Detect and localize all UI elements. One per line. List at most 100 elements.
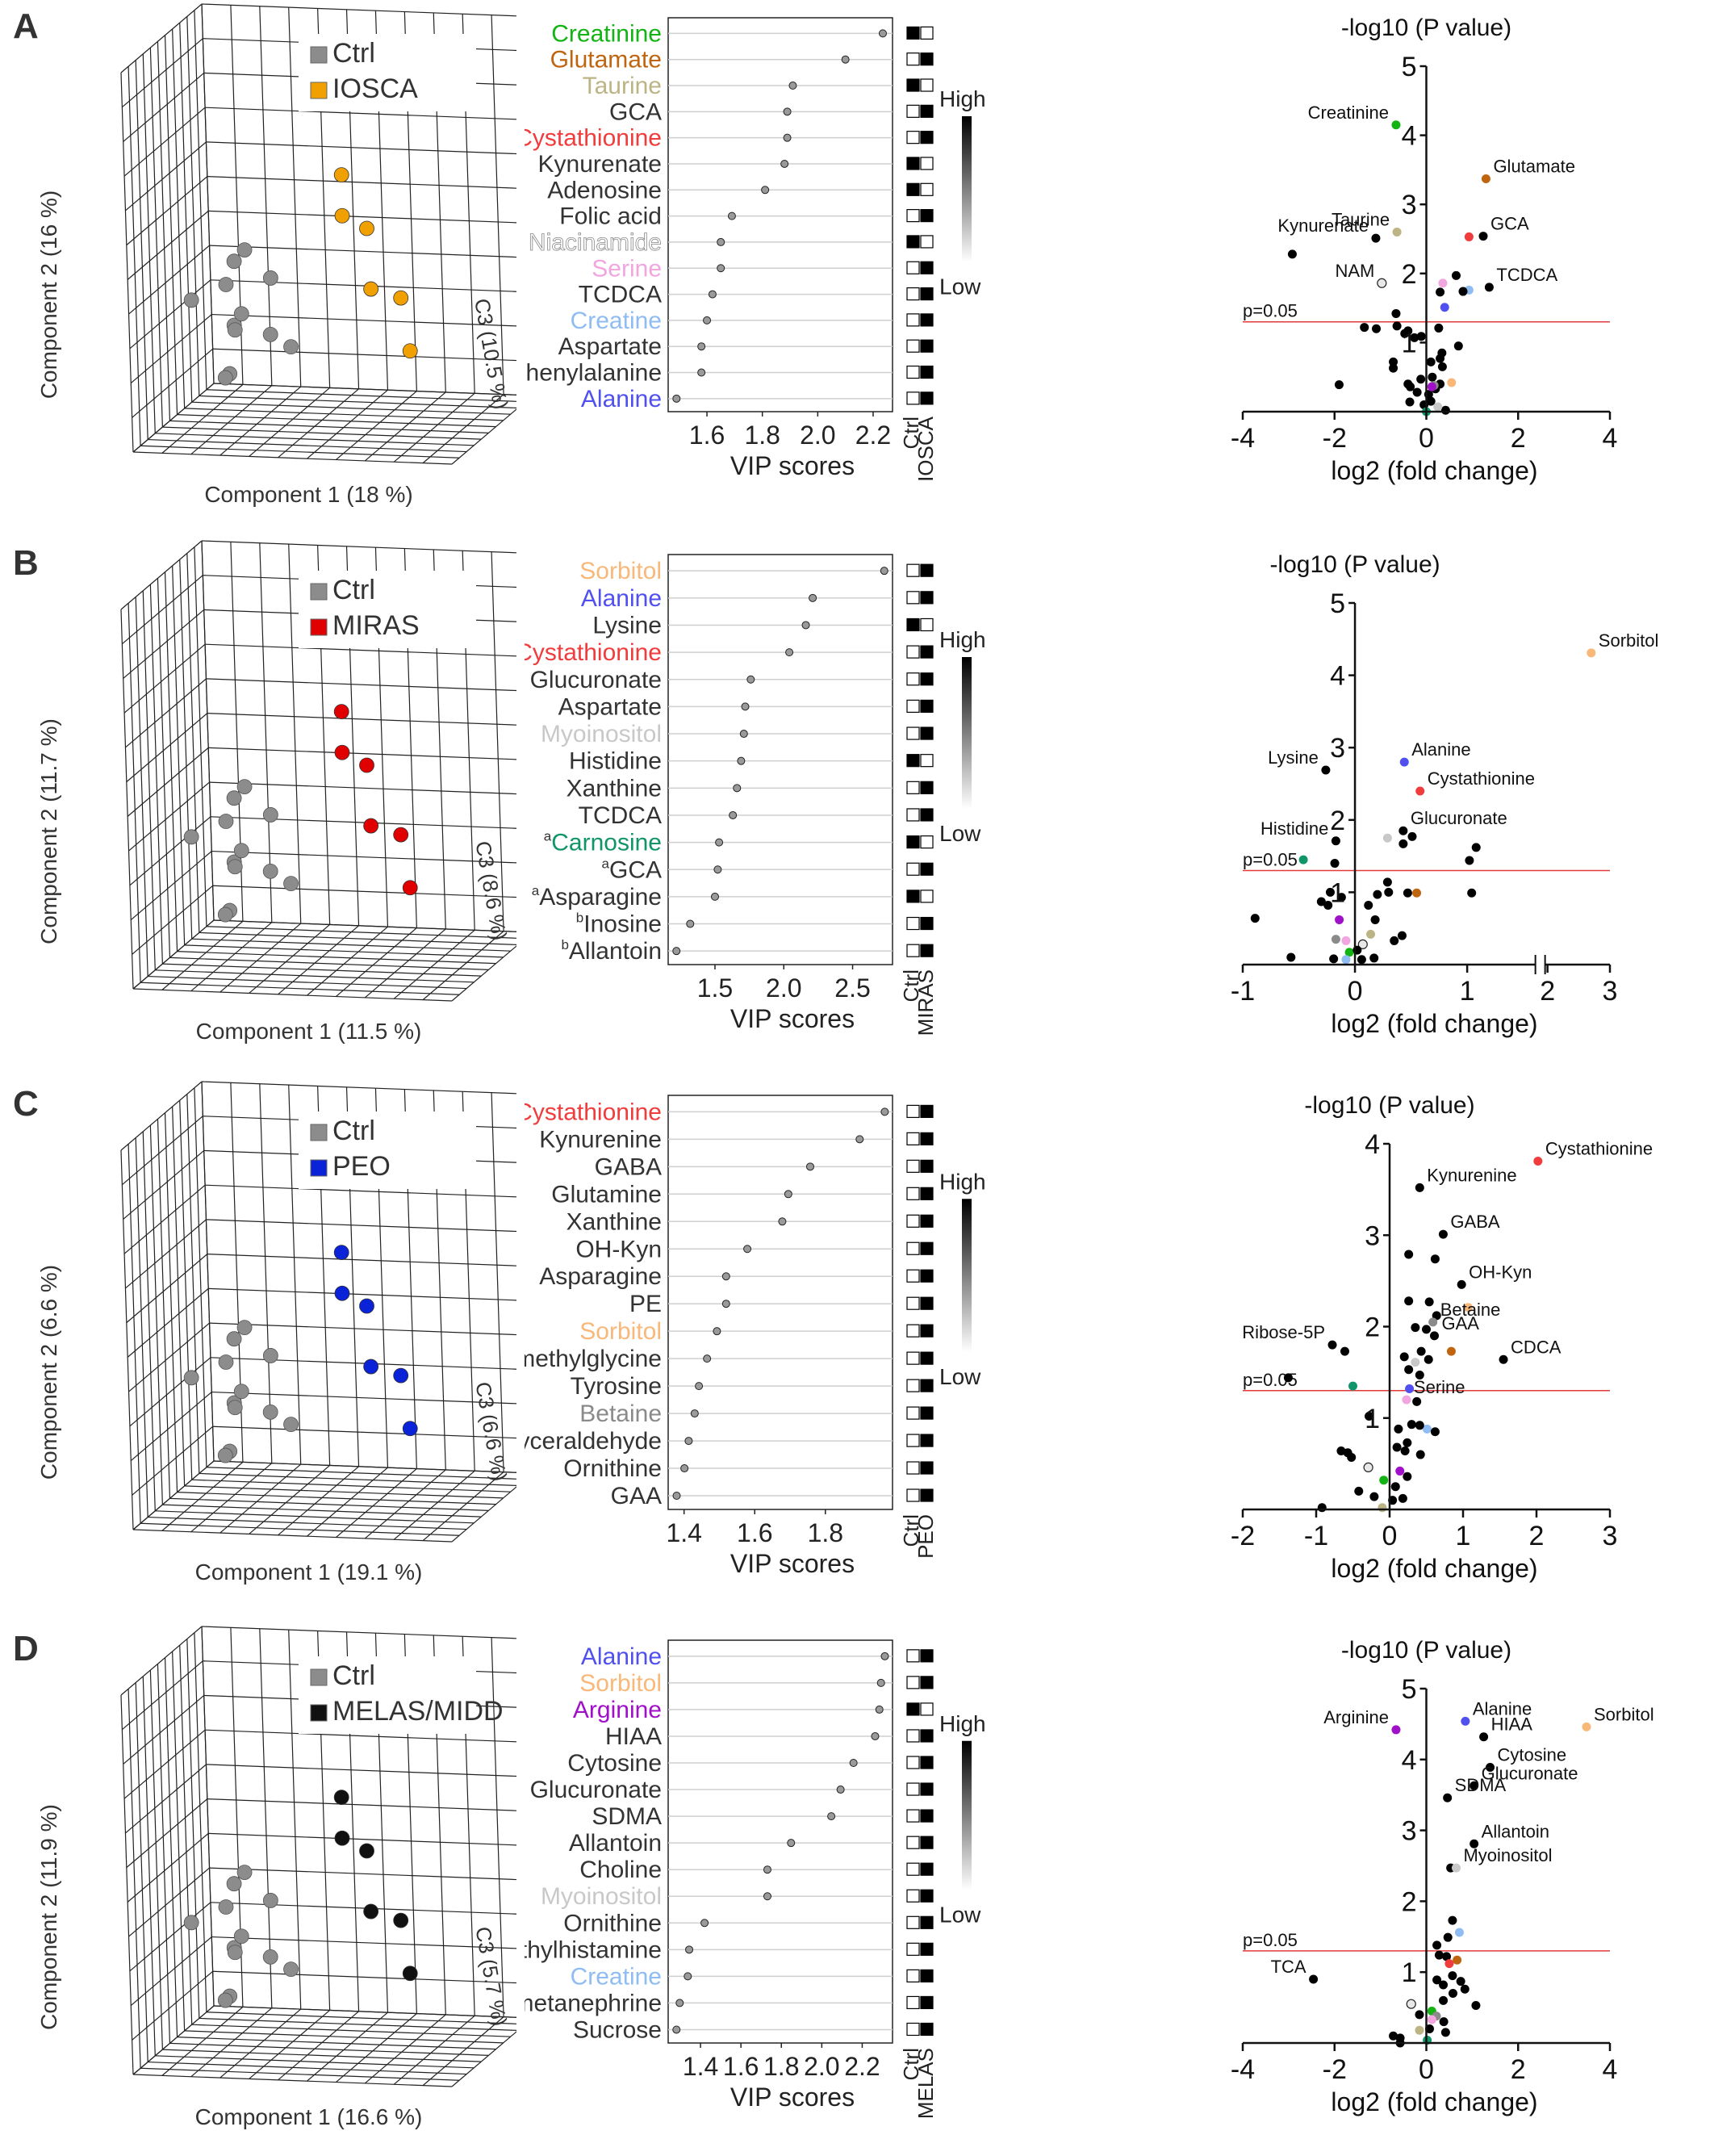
vip-point [783, 133, 792, 142]
heatmap-cell-ctrl [906, 2022, 920, 2037]
vip-x-tick-label: 1.8 [744, 421, 780, 450]
colorbar-high-label: High [939, 627, 986, 652]
volcano-point [1460, 1984, 1470, 1994]
volcano-point-labeled [1415, 786, 1425, 796]
volcano-x-tick-label: 3 [1603, 1521, 1618, 1551]
heatmap-cell-group [920, 1214, 934, 1228]
volcano-point [1395, 1466, 1405, 1476]
pca-point-ctrl [218, 1354, 234, 1370]
volcano-point-label: SDMA [1455, 1775, 1507, 1795]
volcano-point [1428, 372, 1437, 382]
heatmap-cell-ctrl [906, 645, 920, 659]
volcano-point-label: CDCA [1511, 1337, 1562, 1357]
vip-point [746, 675, 755, 684]
vip-point [841, 55, 850, 64]
volcano-point-labeled [1470, 1839, 1479, 1848]
vip-metabolite-label: Cystathionine [525, 125, 662, 152]
colorbar-high-label: High [939, 86, 986, 111]
volcano-y-tick-label: 1 [1330, 877, 1345, 908]
vip-x-tick-label: 1.6 [689, 421, 725, 450]
pca-point-ctrl [283, 1961, 299, 1978]
heatmap-cell-group [920, 1324, 934, 1338]
volcano-point [1379, 1476, 1389, 1485]
colorbar [962, 657, 972, 809]
pca-point-group [393, 827, 409, 843]
volcano-x-tick-label: -1 [1304, 1521, 1328, 1551]
heatmap-cell-ctrl [906, 1269, 920, 1283]
volcano-point [1432, 1940, 1442, 1950]
pca-axis-z-label: C3 (6.6 %) [470, 1380, 512, 1484]
heatmap-cell-group [920, 209, 934, 223]
panel-row-B: B Ctrl MIRAS Component 1 (11.5 %) Component … [0, 537, 1735, 1078]
colorbar-high-label: High [939, 1169, 986, 1194]
vip-metabolite-label: Sucrose [573, 2016, 662, 2043]
volcano-point [1404, 1365, 1414, 1375]
heatmap-cell-group [920, 1809, 934, 1823]
heatmap-cell-ctrl [906, 944, 920, 957]
heatmap-cell-ctrl [906, 1702, 920, 1716]
vip-metabolite-label: Glyceraldehyde [525, 1428, 662, 1455]
volcano-point-labeled [1457, 1279, 1466, 1289]
vip-x-axis-label: VIP scores [730, 2083, 855, 2112]
volcano-y-tick-label: 4 [1402, 121, 1417, 152]
vip-metabolite-label: Myoinositol [541, 721, 662, 747]
vip-point [715, 838, 724, 847]
vip-metabolite-label: aGCA [602, 856, 662, 883]
vip-point [880, 1107, 889, 1116]
pca-point-group [334, 1285, 350, 1301]
volcano-x-tick-label: -2 [1231, 1521, 1255, 1551]
pca-legend: Ctrl MIRAS [299, 571, 476, 648]
vip-metabolite-label: Creatine [571, 1963, 662, 1990]
vip-point [697, 342, 706, 351]
volcano-point [1382, 833, 1392, 843]
legend-swatch [310, 1124, 328, 1141]
p-threshold-label: p=0.05 [1243, 301, 1298, 321]
volcano-y-title: -log10 (P value) [1341, 15, 1511, 41]
vip-footnote-mark: a [602, 856, 610, 871]
volcano-point [1403, 1472, 1412, 1481]
heatmap-cell-group [920, 862, 934, 876]
volcano-x-tick-label: 2 [1529, 1521, 1545, 1551]
vip-metabolite-label: Glutamine [551, 1181, 662, 1208]
vip-metabolite-label: GAA [611, 1483, 662, 1509]
vip-x-tick-label: 1.8 [808, 1518, 843, 1547]
pca-point-ctrl [226, 253, 242, 270]
volcano-point [1439, 2017, 1449, 2027]
volcano-y-tick-label: 5 [1402, 1674, 1417, 1705]
volcano-point [1451, 270, 1461, 280]
volcano-point [1411, 1358, 1420, 1367]
volcano-point-label: Cystathionine [1428, 768, 1535, 789]
pca-point-ctrl [218, 277, 234, 292]
heatmap-cell-ctrl [906, 26, 920, 40]
vip-metabolite-label: Alanine [581, 1643, 662, 1670]
pca-point-group [359, 757, 374, 773]
volcano-point [1391, 308, 1401, 318]
volcano-point [1390, 936, 1399, 945]
volcano-x-tick-label: 0 [1348, 976, 1363, 1007]
volcano-point [1453, 1955, 1462, 1965]
volcano-point-label: OH-Kyn [1469, 1262, 1532, 1282]
vip-metabolite-label: Normetanephrine [525, 1990, 662, 2016]
volcano-x-tick-label: -4 [1231, 2054, 1255, 2085]
vip-point [875, 1705, 884, 1714]
volcano-point-labeled [1321, 765, 1331, 775]
volcano-point [1415, 1421, 1424, 1430]
heatmap-cell-ctrl [906, 591, 920, 605]
vip-point [672, 2025, 681, 2034]
pca-point-ctrl [227, 322, 243, 338]
heatmap-cell-ctrl [906, 808, 920, 822]
vip-x-tick-label: 2.2 [855, 421, 891, 450]
heatmap-cell-group [920, 2022, 934, 2037]
heatmap-cell-group [920, 1649, 934, 1663]
volcano-point-label: GCA [1490, 214, 1529, 234]
vip-metabolite-label: Cystathionine [525, 639, 662, 666]
volcano-point-labeled [1428, 1317, 1438, 1327]
heatmap-cell-ctrl [906, 1889, 920, 1903]
volcano-point-label: Glucuronate [1411, 808, 1507, 828]
vip-metabolite-label: PE [629, 1291, 662, 1317]
heatmap-cell-ctrl [906, 1406, 920, 1420]
heatmap-cell-ctrl [906, 391, 920, 405]
volcano-point [1330, 859, 1340, 869]
volcano-point-labeled [1479, 1732, 1489, 1742]
vip-metabolite-label: Dimethylglycine [525, 1346, 662, 1372]
